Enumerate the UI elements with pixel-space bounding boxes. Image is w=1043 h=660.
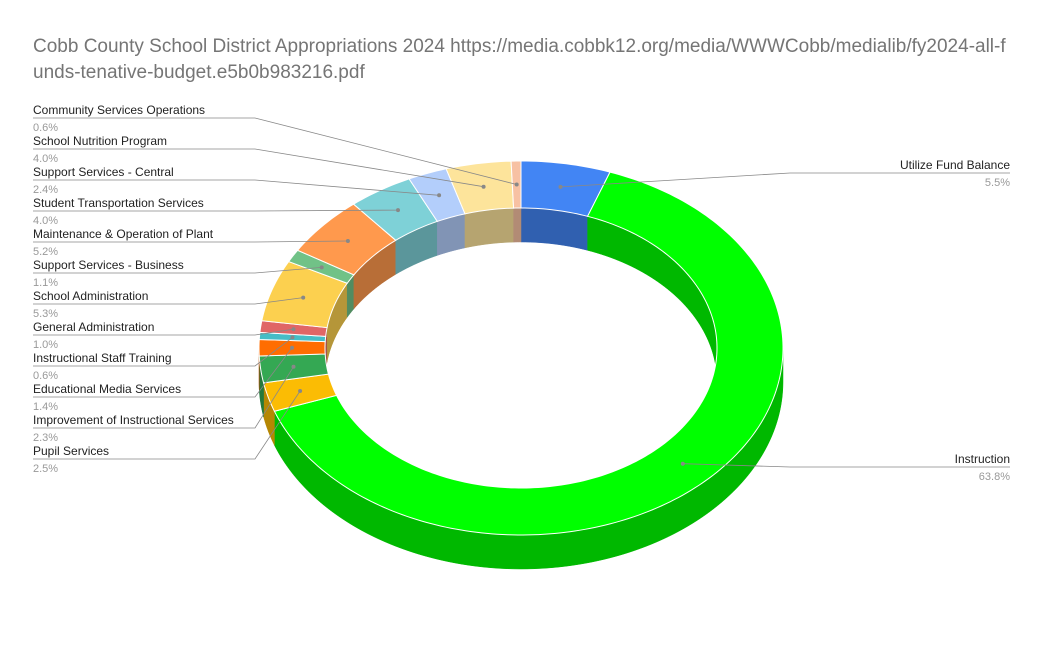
leader-dot-12 — [481, 184, 486, 189]
slice-percent: 5.3% — [33, 308, 58, 320]
slice-percent: 4.0% — [33, 153, 58, 165]
slice-label: Maintenance & Operation of Plant — [33, 227, 214, 241]
leader-dot-11 — [437, 193, 442, 198]
slice-label: Support Services - Business — [33, 258, 184, 272]
leader-line-4 — [33, 347, 293, 398]
leader-dot-10 — [396, 208, 400, 213]
slice-percent: 0.6% — [33, 370, 58, 382]
slice-label: Educational Media Services — [33, 382, 181, 396]
slice-label: Support Services - Central — [33, 165, 174, 179]
chart-title: Cobb County School District Appropriatio… — [33, 36, 1006, 83]
slice-percent: 0.6% — [33, 122, 58, 134]
slice-percent: 2.4% — [33, 184, 58, 196]
slice-label: Improvement of Instructional Services — [33, 413, 234, 427]
slice-label: Instruction — [955, 452, 1010, 466]
leader-dot-13 — [514, 182, 519, 187]
slice-label: Student Transportation Services — [33, 196, 204, 210]
leader-line-6 — [33, 328, 294, 336]
leader-line-3 — [33, 366, 294, 429]
slice-percent: 1.0% — [33, 339, 58, 351]
slice-percent: 5.5% — [985, 177, 1010, 189]
leader-line-7 — [33, 297, 304, 305]
leader-line-12 — [33, 148, 484, 188]
leader-line-1 — [682, 463, 1010, 468]
slice-percent: 1.4% — [33, 401, 58, 413]
leader-line-9 — [33, 240, 348, 243]
leader-dot-6 — [291, 327, 296, 332]
leader-dot-9 — [345, 239, 350, 243]
slice-percent: 5.2% — [33, 246, 58, 258]
leader-line-11 — [33, 179, 440, 196]
leader-line-13 — [33, 117, 517, 185]
slice-label: Pupil Services — [33, 444, 109, 458]
slice-percent: 2.5% — [33, 463, 58, 475]
leader-dot-7 — [301, 295, 306, 300]
slice-label: General Administration — [33, 320, 154, 334]
leader-dot-2 — [298, 389, 303, 393]
slice-label: School Administration — [33, 289, 148, 303]
slice-percent: 1.1% — [33, 277, 58, 289]
slice-percent: 4.0% — [33, 215, 58, 227]
leader-dot-0 — [558, 184, 563, 189]
leader-line-10 — [33, 209, 399, 212]
leader-line-2 — [33, 390, 301, 460]
slice-label: School Nutrition Program — [33, 134, 167, 148]
slice-percent: 2.3% — [33, 432, 58, 444]
donut-inner-wall-12 — [464, 207, 514, 249]
leader-line-5 — [33, 337, 293, 367]
leader-line-8 — [33, 267, 322, 274]
leader-dot-5 — [290, 335, 295, 340]
slice-label: Instructional Staff Training — [33, 351, 172, 365]
leader-dot-3 — [291, 364, 296, 369]
leader-dot-1 — [680, 461, 685, 466]
slice-label: Utilize Fund Balance — [900, 158, 1010, 172]
slice-percent: 63.8% — [979, 471, 1010, 483]
slice-label: Community Services Operations — [33, 103, 205, 117]
leader-dot-8 — [319, 265, 324, 270]
leader-line-0 — [560, 172, 1010, 188]
donut-inner-wall-13 — [513, 207, 522, 243]
donut-labels: Utilize Fund Balance 5.5% Instruction 63.8%… — [33, 103, 1010, 483]
leader-dot-4 — [290, 345, 294, 350]
